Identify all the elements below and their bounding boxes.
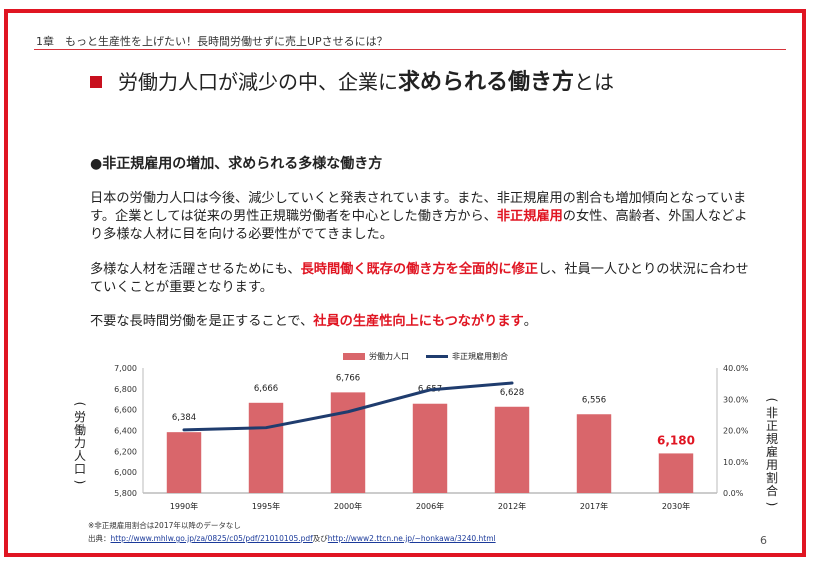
x-tick-label: 2030年 — [662, 501, 690, 511]
y2-tick-label: 40.0% — [723, 364, 749, 373]
section-heading: ●非正規雇用の増加、求められる多様な働き方 — [90, 156, 383, 172]
y2-tick-label: 10.0% — [723, 458, 749, 467]
chart-footnote: ※非正規雇用割合は2017年以降のデータなし — [88, 521, 241, 530]
y-axis-title-char: ( — [73, 402, 87, 407]
bar-2030 — [658, 453, 694, 493]
paragraph-1-text-a: 日本の労働力人口は今後、減少していくと発表されています。また、非正規雇用の割合も… — [90, 191, 747, 224]
bar-data-label: 6,384 — [172, 413, 196, 423]
y2-axis-title-char: 非 — [766, 406, 778, 420]
y-tick-label: 6,200 — [114, 447, 137, 456]
paragraph-3: 不要な長時間労働を是正することで、社員の生産性向上にもつながります。 — [90, 313, 750, 331]
x-tick-label: 1995年 — [252, 501, 280, 511]
bar-2017 — [576, 414, 612, 493]
x-tick-label: 2012年 — [498, 501, 526, 511]
y2-tick-label: 20.0% — [723, 427, 749, 436]
bar-1995 — [248, 402, 284, 493]
bar-2012 — [494, 406, 530, 493]
bar-1990 — [166, 432, 202, 493]
y2-axis-title-char: 合 — [766, 483, 778, 498]
bar-2006 — [412, 403, 448, 493]
y-tick-label: 6,400 — [114, 427, 137, 436]
bar-data-label: 6,628 — [500, 388, 524, 398]
y-axis-title-char: 労 — [74, 410, 86, 424]
paragraph-2: 多様な人材を活躍させるためにも、長時間働く既存の働き方を全面的に修正し、社員一人… — [90, 261, 750, 297]
y2-axis-title-char: 用 — [766, 458, 778, 472]
bar-data-label: 6,666 — [254, 384, 278, 394]
x-tick-label: 2000年 — [334, 501, 362, 511]
source-mid: 及び — [312, 534, 328, 543]
y-axis-title-char: 口 — [74, 462, 86, 476]
title-text-post: とは — [574, 70, 615, 94]
y-tick-label: 6,000 — [114, 468, 137, 477]
header-divider — [34, 49, 786, 50]
x-tick-label: 2017年 — [580, 501, 608, 511]
x-tick-label: 1990年 — [170, 501, 198, 511]
y2-tick-label: 0.0% — [723, 489, 744, 498]
source-line: 出典：http://www.mhlw.go.jp/za/0825/c05/pdf… — [88, 533, 496, 544]
y2-axis-title-char: ( — [765, 398, 779, 403]
legend-line-label: 非正規雇用割合 — [452, 351, 508, 361]
y-tick-label: 7,000 — [114, 364, 137, 373]
paragraph-1-highlight: 非正規雇用 — [496, 209, 563, 224]
paragraph-3-text-b: 。 — [523, 314, 537, 329]
paragraph-1-text-b: の女性、高齢者、外国人などより多様な人材に目を向ける必要性がでてきました。 — [90, 209, 748, 242]
y2-axis-title-char: ) — [765, 502, 779, 507]
paragraph-2-highlight: 長時間働く既存の働き方を全面的に修正 — [300, 262, 538, 277]
labor-force-chart: 5,800 6,000 6,200 6,400 6,600 6,800 7,000 0.0% 1… — [73, 351, 779, 511]
y2-axis-title-char: 正 — [766, 419, 778, 433]
bar-data-label: 6,556 — [582, 395, 606, 405]
legend-bar-swatch — [343, 353, 365, 360]
y-tick-label: 6,800 — [114, 385, 137, 394]
paragraph-3-highlight: 社員の生産性向上にもつながります — [313, 314, 524, 329]
y2-axis-title-char: 雇 — [766, 444, 778, 459]
y-axis-title-char: ) — [73, 480, 87, 485]
paragraph-2-text-b: し、社員一人ひとりの状況に合わせていくことが重要となります。 — [90, 262, 749, 295]
title-bullet-icon — [90, 76, 102, 88]
y2-tick-label: 30.0% — [723, 395, 749, 404]
paragraph-2-text-a: 多様な人材を活躍させるためにも、 — [90, 262, 301, 277]
y2-axis-title-char: 割 — [766, 470, 778, 485]
bar-data-label: 6,766 — [336, 373, 360, 383]
slide-title: 労働力人口が減少の中、企業に求められる働き方とは — [90, 64, 614, 96]
page-number: 6 — [760, 534, 767, 547]
chapter-header: 1章 もっと生産性を上げたい！長時間労働せずに売上UPさせるには？ — [36, 35, 388, 48]
paragraph-3-text-a: 不要な長時間労働を是正することで、 — [90, 314, 314, 329]
y-axis-title-char: 働 — [74, 423, 86, 437]
source-link-mhlw[interactable]: http://www.mhlw.go.jp/za/0825/c05/pdf/21… — [110, 534, 313, 543]
source-prefix: 出典： — [88, 534, 111, 543]
y2-axis-title-char: 規 — [766, 431, 778, 446]
y-tick-label: 5,800 — [114, 489, 137, 498]
y-axis-title-char: 力 — [74, 436, 86, 450]
y-tick-label: 6,600 — [114, 406, 137, 415]
paragraph-1: 日本の労働力人口は今後、減少していくと発表されています。また、非正規雇用の割合も… — [90, 190, 750, 244]
title-text-pre: 労働力人口が減少の中、企業に — [118, 70, 398, 94]
bar-data-label-highlight: 6,180 — [657, 433, 695, 447]
y-axis-title-char: 人 — [74, 449, 86, 463]
x-tick-label: 2006年 — [416, 501, 444, 511]
title-text-bold: 求められる働き方 — [398, 70, 575, 95]
non-regular-employment-line — [182, 381, 514, 432]
legend-bar-label: 労働力人口 — [369, 351, 409, 361]
source-link-honkawa[interactable]: http://www2.ttcn.ne.jp/~honkawa/3240.htm… — [327, 534, 496, 543]
